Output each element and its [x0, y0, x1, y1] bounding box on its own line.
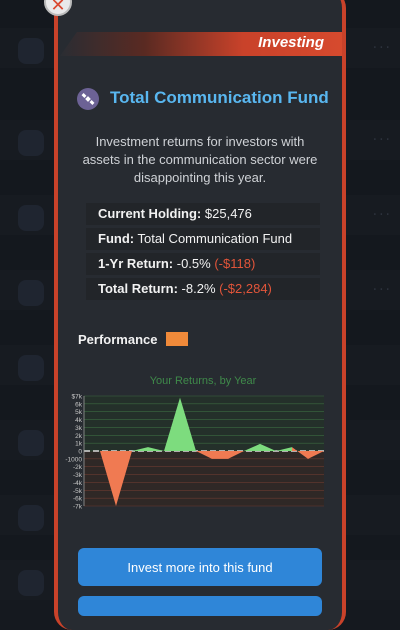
- y-tick-label: -3k: [73, 472, 83, 479]
- y-tick-label: -4k: [73, 480, 83, 487]
- more-icon: ···: [373, 207, 392, 223]
- section-label: Investing: [258, 34, 324, 51]
- return1-amount: (-$118): [214, 256, 255, 271]
- avatar: [18, 570, 44, 596]
- y-tick-label: -7k: [73, 504, 83, 511]
- fund-label: Fund:: [98, 231, 134, 246]
- avatar: [18, 38, 44, 64]
- total-label: Total Return:: [98, 281, 178, 296]
- holding-value: $25,476: [205, 206, 252, 221]
- total-return-row: Total Return: -8.2% (-$2,284): [86, 278, 320, 300]
- avatar: [18, 505, 44, 531]
- y-tick-label: 0: [78, 449, 82, 456]
- close-icon: ✕: [50, 0, 65, 15]
- more-icon: ···: [373, 282, 392, 298]
- fund-value: Total Communication Fund: [137, 231, 292, 246]
- y-tick-label: 3k: [75, 425, 83, 432]
- more-icon: ···: [373, 40, 392, 56]
- section-banner: Investing: [60, 32, 342, 56]
- y-tick-label: -2k: [73, 464, 83, 471]
- fund-title: Total Communication Fund: [110, 88, 329, 108]
- y-tick-label: $7k: [72, 394, 83, 401]
- avatar: [18, 355, 44, 381]
- satellite-icon: [77, 88, 99, 110]
- more-icon: ···: [373, 132, 392, 148]
- total-amount: (-$2,284): [219, 281, 272, 296]
- invest-more-button[interactable]: Invest more into this fund: [78, 548, 322, 586]
- return1-pct: -0.5%: [177, 256, 211, 271]
- one-year-return-row: 1-Yr Return: -0.5% (-$118): [86, 253, 320, 275]
- return1-label: 1-Yr Return:: [98, 256, 173, 271]
- avatar: [18, 430, 44, 456]
- secondary-action-button[interactable]: [78, 596, 322, 616]
- y-tick-label: 4k: [75, 417, 83, 424]
- avatar: [18, 280, 44, 306]
- avatar: [18, 205, 44, 231]
- y-tick-label: 5k: [75, 409, 83, 416]
- fund-row: Fund: Total Communication Fund: [86, 228, 320, 250]
- chart-title: Your Returns, by Year: [78, 375, 328, 387]
- current-holding-row: Current Holding: $25,476: [86, 203, 320, 225]
- y-tick-label: -6k: [73, 496, 83, 503]
- y-tick-label: 2k: [75, 433, 83, 440]
- loss-area: [212, 451, 228, 459]
- y-tick-label: 6k: [75, 401, 83, 408]
- performance-swatch: [166, 332, 188, 346]
- positive-band: [84, 396, 324, 451]
- y-tick-label: 1k: [75, 441, 83, 448]
- avatar: [18, 130, 44, 156]
- fund-description: Investment returns for investors with as…: [80, 133, 320, 187]
- total-pct: -8.2%: [182, 281, 216, 296]
- holding-label: Current Holding:: [98, 206, 201, 221]
- y-tick-label: -5k: [73, 488, 83, 495]
- performance-label: Performance: [78, 332, 157, 347]
- y-tick-label: -1000: [65, 456, 82, 463]
